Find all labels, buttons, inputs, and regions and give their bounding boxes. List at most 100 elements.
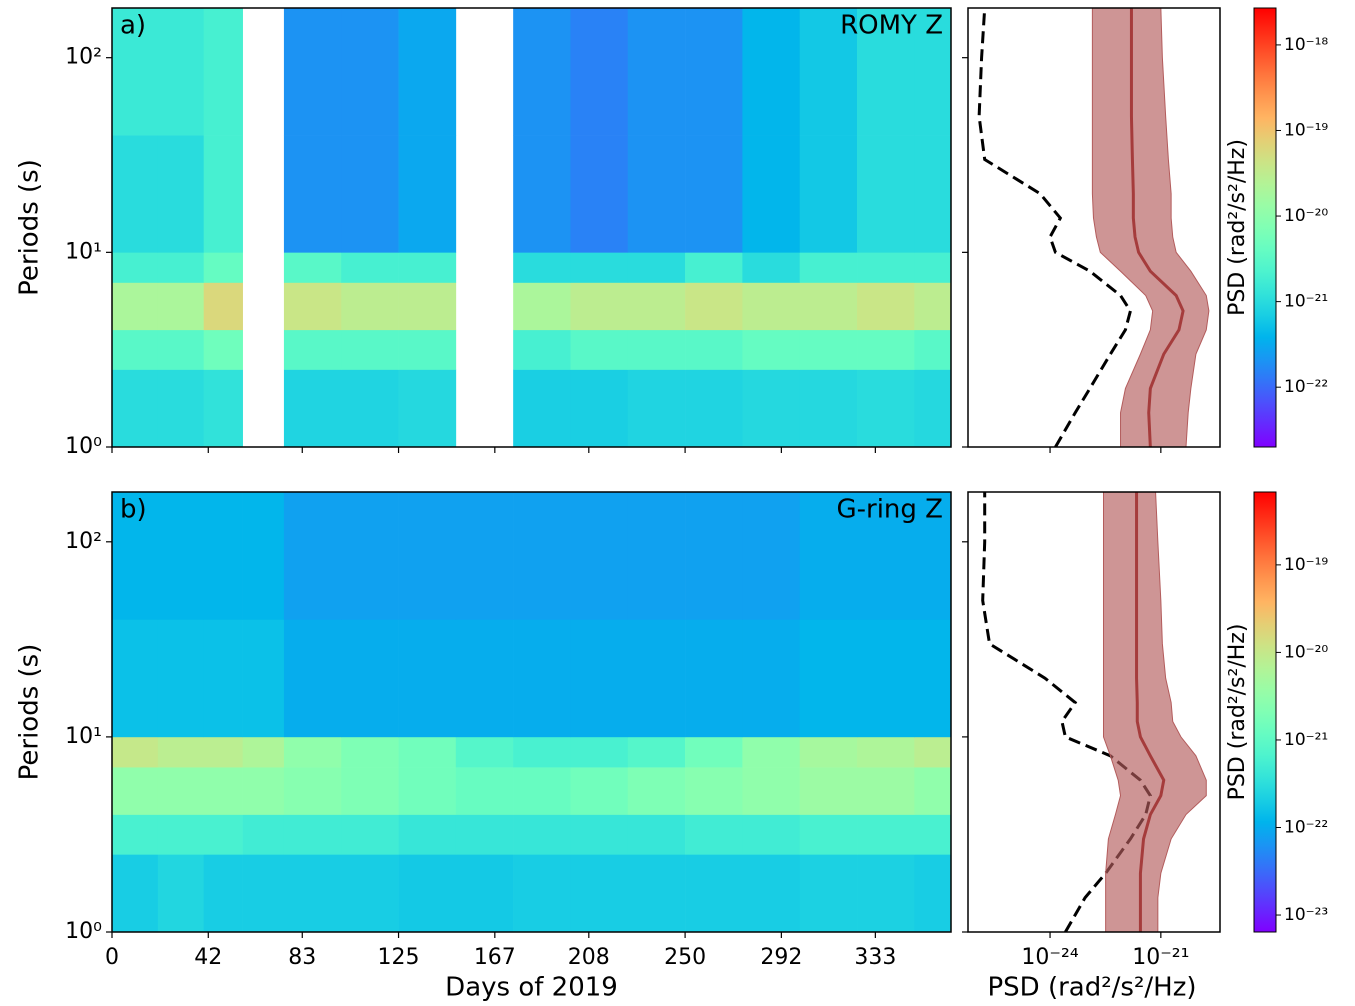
heatmap-cell (341, 282, 399, 331)
heatmap-cell (742, 282, 801, 331)
heatmap-cell (742, 369, 801, 448)
heatmap-cell (857, 814, 915, 855)
heatmap-cell (341, 252, 399, 283)
colorbar-tick-label: 10⁻¹⁸ (1284, 35, 1328, 55)
heatmap-cell (914, 854, 952, 933)
y-tick-label: 10² (65, 529, 102, 554)
heatmap-cell (570, 492, 629, 620)
x-axis-label: PSD (rad²/s²/Hz) (988, 973, 1197, 1003)
heatmap-cell (570, 329, 629, 370)
heatmap-cell (627, 854, 686, 933)
heatmap-cell (742, 252, 801, 283)
y-tick-label: 10¹ (65, 239, 102, 264)
spectrogram (112, 492, 952, 933)
heatmap-cell (799, 8, 858, 136)
heatmap-cell (914, 329, 952, 370)
heatmap-cell (570, 8, 629, 136)
heatmap-cell (398, 135, 457, 253)
panel-title: ROMY Z (840, 11, 943, 41)
heatmap-cell (513, 252, 571, 283)
heatmap-cell (283, 767, 342, 815)
x-tick-label: 10⁻²¹ (1132, 945, 1189, 970)
heatmap-cell (203, 767, 243, 815)
heatmap-cell (112, 8, 159, 136)
heatmap-cell (398, 619, 457, 738)
heatmap-cell (157, 135, 204, 253)
heatmap-cell (685, 8, 743, 136)
heatmap-cell (455, 736, 514, 768)
colorbar-tick-label: 10⁻²² (1284, 377, 1328, 397)
colorbar-tick-label: 10⁻¹⁹ (1284, 120, 1328, 140)
percentile-band (1102, 491, 1207, 933)
heatmap-cell (513, 8, 571, 136)
spectrogram (112, 8, 952, 448)
heatmap-cell (112, 492, 159, 620)
plot-frame (111, 7, 952, 448)
colorbar-tick-label: 10⁻²¹ (1284, 730, 1328, 750)
heatmap-cell (455, 854, 514, 933)
heatmap-cell (799, 135, 858, 253)
heatmap-cell (857, 854, 915, 933)
x-tick-label: 10⁻²⁴ (1021, 945, 1078, 970)
heatmap-cell (570, 854, 629, 933)
heatmap-cell (799, 492, 858, 620)
heatmap-cell (283, 252, 342, 283)
heatmap-cell (341, 854, 399, 933)
heatmap-cell (627, 329, 686, 370)
heatmap-cell (398, 492, 457, 620)
heatmap-cell (283, 736, 342, 768)
heatmap-cell (203, 252, 243, 283)
heatmap-cell (742, 854, 801, 933)
y-tick-label: 10¹ (65, 724, 102, 749)
x-tick-label: 208 (568, 945, 610, 970)
heatmap-cell (203, 814, 243, 855)
heatmap-cell (570, 135, 629, 253)
heatmap-cell (398, 282, 457, 331)
heatmap-cell (242, 736, 285, 768)
heatmap-cell (157, 329, 204, 370)
heatmap-cell (685, 854, 743, 933)
heatmap-cell (627, 814, 686, 855)
heatmap-cell (203, 329, 243, 370)
heatmap-cell (283, 814, 342, 855)
heatmap-cell (627, 135, 686, 253)
heatmap-cell (513, 492, 571, 620)
heatmap-cell (513, 619, 571, 738)
heatmap-cell (742, 8, 801, 136)
heatmap-cell (203, 8, 243, 136)
colorbar-tick-label: 10⁻²² (1284, 817, 1328, 837)
heatmap-cell (341, 767, 399, 815)
heatmap-cell (455, 492, 514, 620)
heatmap-cell (283, 619, 342, 738)
x-tick-label: 333 (854, 945, 896, 970)
heatmap-cell (685, 282, 743, 331)
colorbar (1253, 491, 1277, 933)
panel-label: a) (120, 11, 146, 41)
heatmap-cell (341, 8, 399, 136)
heatmap-cell (283, 492, 342, 620)
heatmap-cell (570, 814, 629, 855)
plot-frame (111, 491, 952, 933)
heatmap-cell (341, 619, 399, 738)
heatmap-cell (570, 282, 629, 331)
heatmap-cell (742, 619, 801, 738)
heatmap-cell (112, 369, 159, 448)
heatmap-cell (857, 767, 915, 815)
heatmap-cell (203, 135, 243, 253)
heatmap-cell (627, 492, 686, 620)
percentile-band (1091, 7, 1210, 448)
heatmap-cell (799, 369, 858, 448)
heatmap-cell (112, 736, 159, 768)
heatmap-cell (627, 767, 686, 815)
heatmap-cell (685, 135, 743, 253)
heatmap-cell (685, 329, 743, 370)
heatmap-cell (157, 282, 204, 331)
heatmap-cell (857, 369, 915, 448)
heatmap-cell (799, 282, 858, 331)
x-tick-label: 125 (378, 945, 420, 970)
colorbar (1253, 7, 1277, 448)
heatmap-cell (112, 135, 159, 253)
heatmap-cell (627, 369, 686, 448)
heatmap-cell (112, 854, 159, 933)
